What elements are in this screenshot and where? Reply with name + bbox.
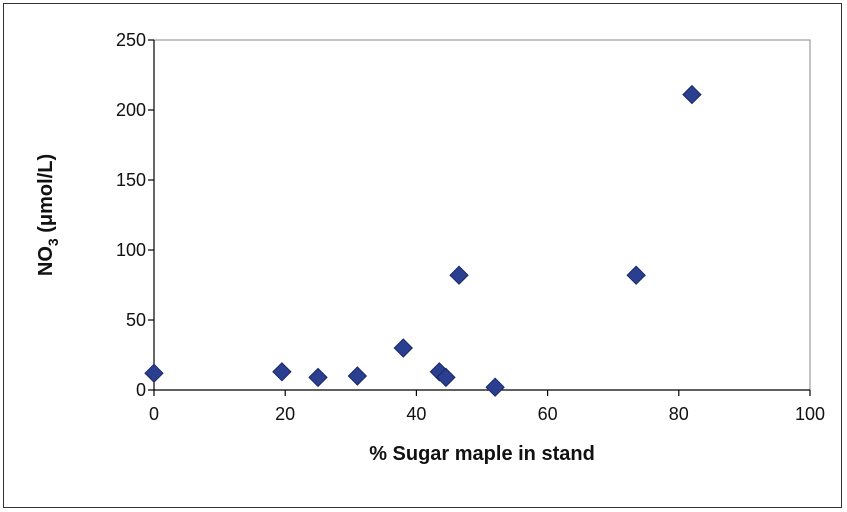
x-tick-label: 40: [406, 404, 426, 424]
data-point: [485, 377, 505, 397]
y-axis-title: NO3 (μmol/L): [35, 154, 61, 276]
data-point: [272, 362, 292, 382]
x-tick-label: 0: [149, 404, 159, 424]
data-point: [393, 338, 413, 358]
y-tick-label: 100: [116, 240, 146, 260]
y-tick-label: 200: [116, 100, 146, 120]
y-tick-label: 50: [126, 310, 146, 330]
x-tick-label: 100: [795, 404, 825, 424]
x-tick-label: 60: [538, 404, 558, 424]
x-axis-ticks: 0 20 40 60 80 100: [149, 390, 825, 424]
data-point: [144, 363, 164, 383]
y-axis-title-subscript: 3: [45, 238, 61, 246]
y-tick-label: 0: [136, 380, 146, 400]
data-point: [436, 367, 456, 388]
plot-area: [153, 39, 811, 391]
y-axis-title-main: NO: [35, 246, 57, 276]
data-point: [682, 84, 702, 105]
data-points: [144, 84, 702, 397]
data-point: [308, 367, 328, 388]
y-axis-ticks: 0 50 100 150 200 250: [116, 30, 154, 400]
y-axis-title-units: (μmol/L): [35, 154, 57, 238]
y-tick-label: 150: [116, 170, 146, 190]
y-tick-label: 250: [116, 30, 146, 50]
data-point: [347, 366, 368, 386]
data-point: [626, 265, 646, 285]
x-tick-label: 20: [275, 404, 295, 424]
x-tick-label: 80: [669, 404, 689, 424]
x-axis-title: % Sugar maple in stand: [369, 443, 595, 465]
data-point: [449, 265, 469, 285]
